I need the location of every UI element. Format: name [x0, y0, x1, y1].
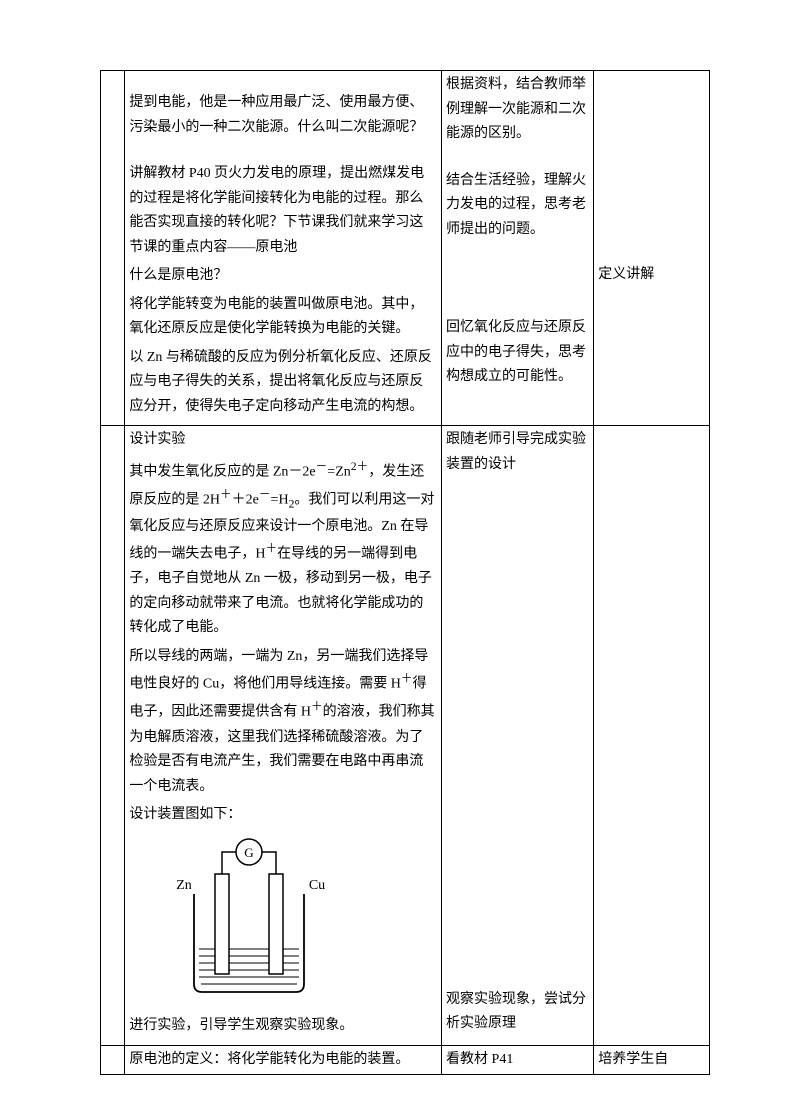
- teacher-cell: 提到电能，他是一种应用最广泛、使用最方便、污染最小的一种二次能源。什么叫二次能源…: [125, 71, 442, 426]
- blank-cell: [101, 1045, 125, 1075]
- student-cell: 跟随老师引导完成实验装置的设计 观察实验现象，尝试分析实验原理: [442, 426, 594, 1046]
- student-cell: 根据资料，结合教师举例理解一次能源和二次能源的区别。 结合生活经验，理解火力发电…: [442, 71, 594, 426]
- text: 原电池的定义：将化学能转化为电能的装置。: [129, 1052, 409, 1067]
- teacher-cell: 原电池的定义：将化学能转化为电能的装置。: [125, 1045, 442, 1075]
- note-cell: 定义讲解: [594, 71, 710, 426]
- ammeter-label: G: [245, 845, 254, 860]
- page: 提到电能，他是一种应用最广泛、使用最方便、污染最小的一种二次能源。什么叫二次能源…: [0, 0, 800, 1108]
- text: 根据资料，结合教师举例理解一次能源和二次能源的区别。: [446, 73, 589, 147]
- text: 设计装置图如下：: [129, 803, 437, 828]
- text: 回忆氧化反应与还原反应中的电子得失，思考构想成立的可能性。: [446, 316, 589, 390]
- text: 讲解教材 P40 页火力发电的原理，提出燃煤发电的过程是将化学能间接转化为电能的…: [129, 162, 437, 260]
- blank-cell: [101, 426, 125, 1046]
- text: 所以导线的两端，一端为 Zn，另一端我们选择导电性良好的 Cu，将他们用导线连接…: [129, 645, 437, 799]
- text: 提到电能，他是一种应用最广泛、使用最方便、污染最小的一种二次能源。什么叫二次能源…: [129, 91, 437, 140]
- text: 跟随老师引导完成实验装置的设计: [446, 428, 589, 477]
- text: 将化学能转变为电能的装置叫做原电池。其中，氧化还原反应是使化学能转换为电能的关键…: [129, 293, 437, 342]
- text: 以 Zn 与稀硫酸的反应为例分析氧化反应、还原反应与电子得失的关系，提出将氧化反…: [129, 346, 437, 420]
- text: 其中发生氧化反应的是 Zn－2e－=Zn2＋，发生还原反应的是 2H＋＋2e－=…: [129, 457, 437, 641]
- text: 定义讲解: [598, 263, 705, 288]
- zn-label: Zn: [177, 878, 193, 893]
- table-row: 设计实验 其中发生氧化反应的是 Zn－2e－=Zn2＋，发生还原反应的是 2H＋…: [101, 426, 710, 1046]
- cu-label: Cu: [309, 878, 325, 893]
- text: 看教材 P41: [446, 1052, 513, 1067]
- note-cell: 培养学生自: [594, 1045, 710, 1075]
- text: 观察实验现象，尝试分析实验原理: [446, 988, 589, 1037]
- blank-cell: [101, 71, 125, 426]
- battery-diagram: G Zn Cu: [149, 834, 437, 1009]
- table-row: 提到电能，他是一种应用最广泛、使用最方便、污染最小的一种二次能源。什么叫二次能源…: [101, 71, 710, 426]
- teacher-cell: 设计实验 其中发生氧化反应的是 Zn－2e－=Zn2＋，发生还原反应的是 2H＋…: [125, 426, 442, 1046]
- text: 结合生活经验，理解火力发电的过程，思考老师提出的问题。: [446, 169, 589, 243]
- student-cell: 看教材 P41: [442, 1045, 594, 1075]
- table-row: 原电池的定义：将化学能转化为电能的装置。 看教材 P41 培养学生自: [101, 1045, 710, 1075]
- note-cell: [594, 426, 710, 1046]
- text: 什么是原电池？: [129, 264, 437, 289]
- lesson-table: 提到电能，他是一种应用最广泛、使用最方便、污染最小的一种二次能源。什么叫二次能源…: [100, 70, 710, 1075]
- text: 进行实验，引导学生观察实验现象。: [129, 1014, 437, 1039]
- text: 培养学生自: [598, 1052, 668, 1067]
- text: 设计实验: [129, 428, 437, 453]
